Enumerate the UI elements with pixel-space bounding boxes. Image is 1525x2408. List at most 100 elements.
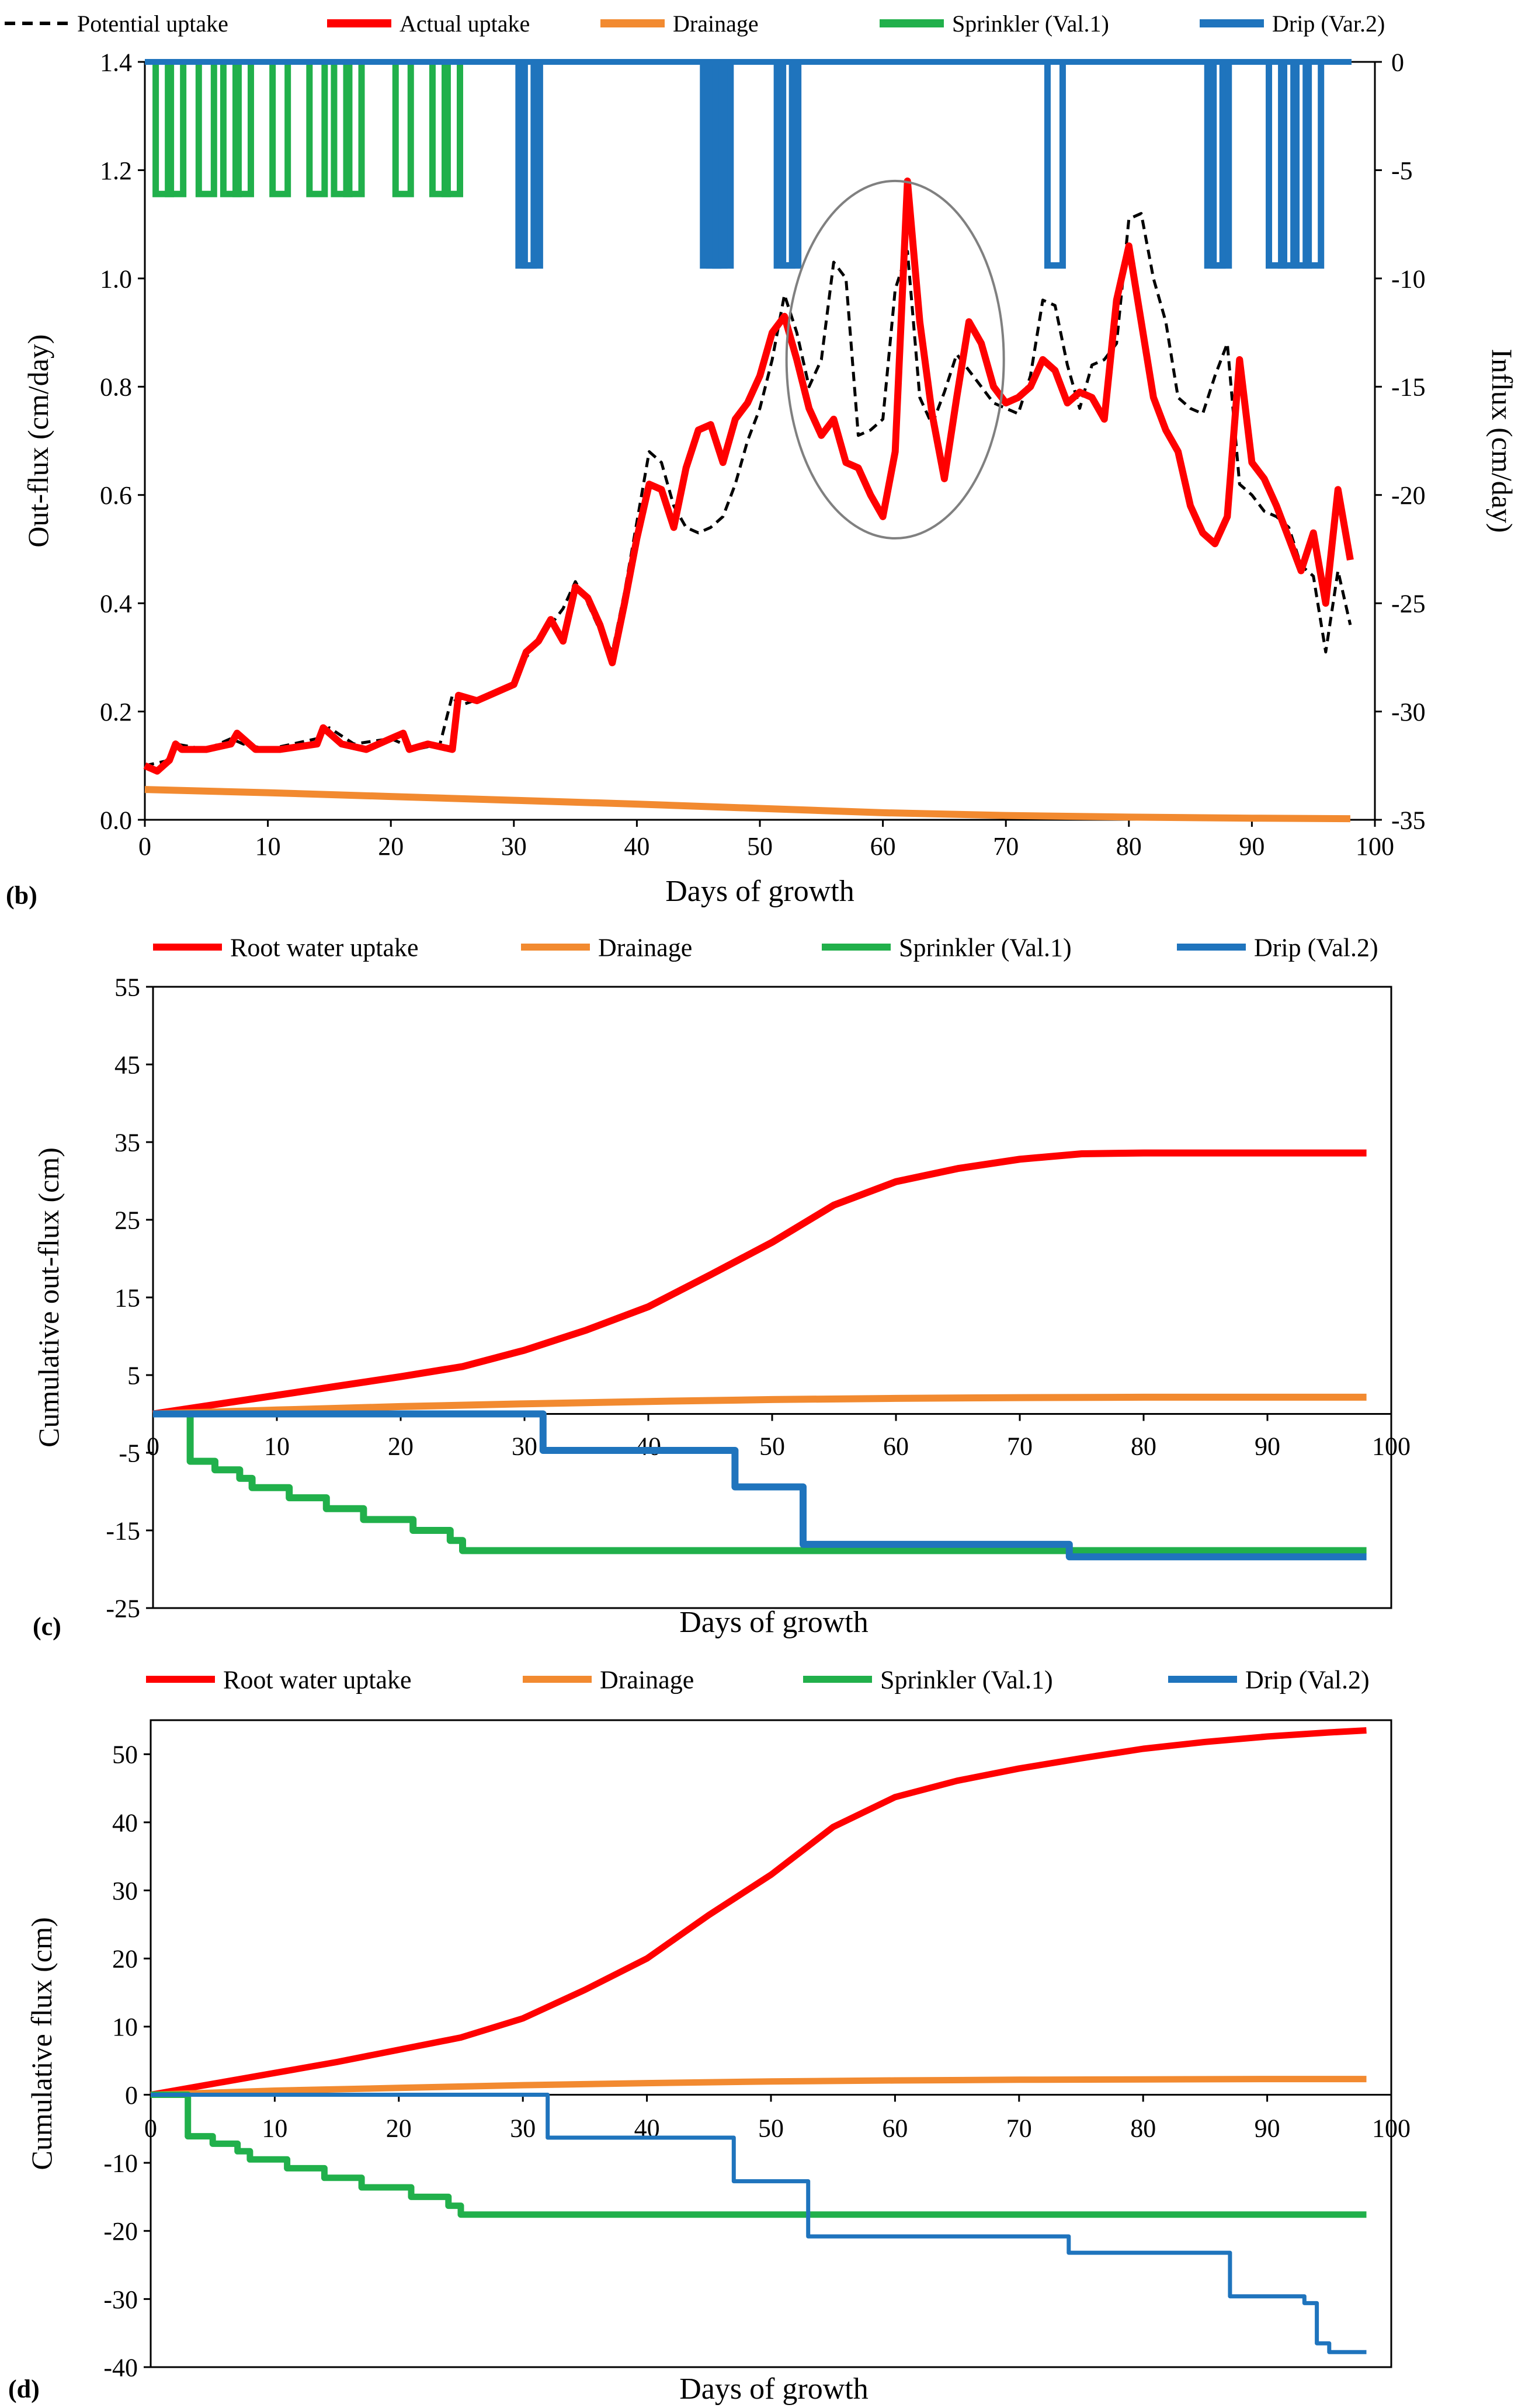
y-tick-label: 0.8 [100, 373, 132, 402]
x-tick-label: 10 [264, 1432, 290, 1461]
y-tick-label: -35 [1391, 806, 1426, 834]
legend-label-drip: Drip (Val.2) [1245, 1665, 1370, 1694]
legend-item-drainage: Drainage [600, 11, 759, 37]
y-tick-label: -5 [1391, 156, 1413, 185]
pulse-drip [1302, 62, 1325, 269]
y-tick-label: 1.0 [100, 265, 132, 293]
y-tick-label: -15 [106, 1516, 140, 1545]
x-tick-label: 50 [758, 2114, 784, 2142]
pulse-drip [1210, 62, 1232, 269]
x-axis-label: Days of growth [665, 875, 854, 908]
series-actual-line [143, 178, 1354, 775]
series-actual-line [152, 1149, 1367, 1418]
legend-item-drip: Drip (Val.2) [1177, 933, 1378, 962]
series-drainage-line [144, 786, 1350, 823]
series-drip-pulses [515, 62, 1325, 269]
series-sprinkler-line [151, 2092, 1367, 2218]
x-axis-label: Days of growth [679, 2372, 869, 2406]
legend-label-drip: Drip (Val.2) [1254, 933, 1378, 962]
panel-label: (b) [6, 881, 37, 910]
x-tick-label: 50 [759, 1432, 785, 1461]
x-tick-label: 40 [635, 1432, 661, 1461]
x-tick-label: 30 [510, 2114, 536, 2142]
pulse-sprinkler [343, 62, 365, 197]
y-tick-label: 0.4 [100, 590, 132, 618]
y-tick-label: 5 [127, 1361, 140, 1390]
y-tick-label: -20 [103, 2217, 138, 2246]
x-tick-label: 100 [1372, 1432, 1411, 1461]
y-tick-label: 45 [114, 1050, 140, 1079]
y-axis-label: Out-flux (cm/day) [22, 334, 54, 547]
pulse-sprinkler [195, 62, 217, 197]
x-tick-label: 20 [378, 832, 404, 861]
pulse-sprinkler [269, 62, 291, 197]
legend-item-actual: Actual uptake [327, 11, 530, 37]
y-tick-label: 40 [112, 1808, 138, 1837]
y-tick-label: 15 [114, 1283, 140, 1312]
legend-label-drip: Drip (Var.2) [1272, 11, 1385, 37]
legend-label-sprinkler: Sprinkler (Val.1) [952, 11, 1109, 37]
y-tick-label: 1.2 [100, 156, 132, 185]
y-tick-label: 1.4 [100, 48, 132, 76]
legend-item-drainage: Drainage [521, 933, 692, 962]
y-tick-label: 30 [112, 1877, 138, 1905]
x-tick-label: 80 [1116, 832, 1142, 861]
x-tick-label: 40 [624, 832, 649, 861]
x-tick-label: 100 [1356, 832, 1394, 861]
legend-label-actual: Actual uptake [400, 11, 530, 37]
series-actual-line [150, 1727, 1367, 2098]
legend-item-drip: Drip (Val.2) [1168, 1665, 1370, 1694]
x-tick-label: 0 [138, 832, 151, 861]
y-tick-label: -10 [1391, 265, 1426, 293]
highlight-ellipse [785, 179, 1005, 540]
y-tick-label: 55 [114, 973, 140, 1001]
y-tick-label: -15 [1391, 373, 1426, 402]
y-tick-label: 0.2 [100, 698, 132, 726]
legend-item-sprinkler: Sprinkler (Val.1) [880, 11, 1109, 37]
y-axis-label: Cumulative flux (cm) [25, 1917, 58, 2170]
legend-label-actual: Root water uptake [223, 1665, 412, 1694]
y-tick-label: 0 [1391, 48, 1404, 76]
legend-item-actual: Root water uptake [153, 933, 419, 962]
x-tick-label: 10 [255, 832, 281, 861]
y-tick-label: -20 [1391, 481, 1426, 510]
legend-item-sprinkler: Sprinkler (Val.1) [822, 933, 1072, 962]
plot-area-border [150, 1719, 1392, 2368]
y-tick-label: -30 [103, 2285, 138, 2314]
pulse-drip [712, 62, 734, 269]
x-tick-label: 80 [1130, 2114, 1156, 2142]
series-sprinkler-pulses [152, 62, 463, 197]
legend-label-drainage: Drainage [598, 933, 692, 962]
y-tick-label: 35 [114, 1128, 140, 1157]
x-tick-label: 60 [883, 1432, 909, 1461]
panel-label: (c) [33, 1612, 61, 1641]
y-tick-label: -25 [1391, 590, 1426, 618]
legend-label-sprinkler: Sprinkler (Val.1) [899, 933, 1072, 962]
series-drip-line [153, 1410, 1367, 1561]
y-tick-label: 10 [112, 2013, 138, 2041]
series-drip-line [151, 2093, 1367, 2354]
pulse-sprinkler [306, 62, 328, 197]
x-tick-label: 60 [870, 832, 896, 861]
legend-item-drip: Drip (Var.2) [1200, 11, 1385, 37]
pulse-sprinkler [232, 62, 254, 197]
y-tick-label: 0.6 [100, 481, 132, 510]
panel-d-cumulative-flux-chart: Root water uptake Drainage Sprinkler (Val.… [8, 1665, 1411, 2406]
y2-axis-label: Influx (cm/day) [1486, 349, 1519, 533]
legend-item-potential: Potential uptake [5, 11, 228, 37]
pulse-drip [780, 62, 802, 269]
legend-label-actual: Root water uptake [230, 933, 419, 962]
x-axis-label: Days of growth [679, 1606, 869, 1639]
legend-item-drainage: Drainage [523, 1665, 694, 1694]
y-tick-label: 50 [112, 1741, 138, 1769]
x-tick-label: 100 [1372, 2114, 1411, 2142]
x-tick-label: 90 [1239, 832, 1265, 861]
legend-label-drainage: Drainage [600, 1665, 694, 1694]
y-tick-label: -30 [1391, 698, 1426, 726]
x-tick-label: 60 [882, 2114, 908, 2142]
x-tick-label: 0 [147, 1432, 159, 1461]
series-sprinkler-line [153, 1410, 1367, 1554]
x-tick-label: 30 [512, 1432, 537, 1461]
pulse-sprinkler [165, 62, 187, 197]
